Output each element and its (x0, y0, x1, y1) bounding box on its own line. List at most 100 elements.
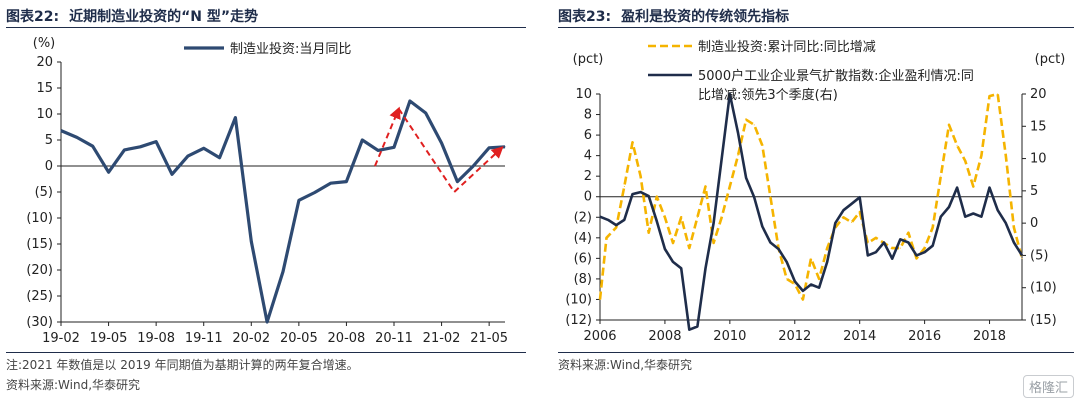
left-annotation-arrow (374, 106, 401, 167)
left-x-tick-label: 21-05 (470, 331, 508, 346)
right-data-point (867, 254, 869, 256)
right-data-point (859, 211, 861, 213)
right-data-point (802, 290, 804, 292)
left-series-line (60, 99, 506, 324)
right-legend-label-navy-cont: 比增减:领先3个季度(右) (698, 87, 838, 103)
left-line-chart: 20 15 10 5 0 (5) (10) (15) (20) (25) (30) (%) 19-02 1… (26, 36, 508, 346)
right-data-point (989, 187, 991, 189)
right-data-point (721, 158, 723, 160)
left-data-point (488, 147, 490, 149)
right-title-rule (558, 27, 1074, 28)
right-data-point (599, 298, 601, 300)
right-data-point (989, 95, 991, 97)
left-annotation-line (397, 108, 456, 193)
right-data-point (664, 248, 666, 250)
right-data-point (721, 216, 723, 218)
left-annotation-arrow (453, 146, 504, 193)
right-data-point (778, 248, 780, 250)
left-x-tick-label: 19-08 (137, 331, 175, 346)
right-data-point (899, 238, 901, 240)
right-x-tick-label: 2018 (973, 329, 1006, 344)
right-data-point (907, 232, 909, 234)
right-data-point (1013, 242, 1015, 244)
left-data-point (393, 146, 395, 148)
right-left-y-tick-label: (10) (565, 292, 592, 307)
left-data-point (187, 155, 189, 157)
right-data-point (688, 247, 690, 249)
left-data-point (60, 130, 62, 132)
left-data-point (171, 173, 173, 175)
right-data-point (842, 209, 844, 211)
right-data-point (956, 187, 958, 189)
right-data-point (875, 237, 877, 239)
right-data-point (916, 254, 917, 256)
right-data-point (664, 216, 666, 218)
right-data-point (883, 242, 885, 244)
right-data-point (648, 195, 650, 197)
left-data-point (139, 146, 141, 148)
right-line-chart: 1086420(2)(4)(6)(8)(10)(12)20151050(5)(1… (565, 39, 1065, 344)
right-data-point (1021, 257, 1023, 259)
left-data-point (425, 112, 427, 114)
left-data-point (250, 240, 252, 242)
right-data-point (672, 242, 674, 244)
right-data-point (924, 251, 926, 253)
right-data-point (972, 212, 974, 214)
right-data-point (1021, 254, 1023, 256)
left-data-point (108, 171, 110, 173)
right-data-point (899, 247, 901, 249)
right-data-point (640, 175, 642, 177)
right-x-tick-label: 2014 (843, 329, 876, 344)
left-data-point (472, 165, 474, 167)
right-data-point (786, 261, 788, 263)
right-right-y-tick-label: (10) (1030, 281, 1057, 296)
left-y-tick-label: (25) (26, 289, 53, 304)
right-data-point (891, 258, 893, 260)
right-data-point (656, 220, 658, 222)
right-series-yellow-line (598, 92, 1024, 301)
right-note-rule (558, 352, 1074, 353)
left-data-point (409, 100, 411, 102)
right-data-point (631, 193, 633, 195)
left-data-point (92, 145, 94, 147)
left-data-point (123, 149, 125, 151)
right-data-point (729, 93, 731, 95)
left-source: 资料来源:Wind,华泰研究 (6, 378, 141, 392)
left-data-point (155, 141, 157, 143)
right-data-point (867, 242, 869, 244)
right-data-point (713, 222, 715, 224)
right-data-point (997, 93, 999, 95)
right-data-point (907, 242, 909, 244)
right-data-point (956, 144, 958, 146)
left-data-point (203, 147, 205, 149)
right-series-navy-line (599, 92, 1024, 331)
left-data-point (377, 149, 379, 151)
left-y-tick-label: (20) (26, 263, 53, 278)
right-data-point (599, 216, 601, 218)
right-data-point (615, 224, 617, 226)
right-x-tick-label: 2012 (778, 329, 811, 344)
left-x-tick-label: 20-05 (280, 331, 318, 346)
right-data-point (761, 144, 763, 146)
left-x-tick-label: 20-11 (375, 331, 413, 346)
right-figure-number: 图表23: (558, 9, 612, 25)
left-y-tick-label: 10 (36, 107, 53, 122)
right-right-y-tick-label: 15 (1030, 119, 1047, 134)
right-data-point (932, 245, 934, 247)
right-data-point (810, 257, 812, 259)
right-left-y-tick-label: 0 (584, 190, 592, 205)
left-y-unit: (%) (33, 36, 56, 51)
left-x-tick-label: 20-08 (328, 331, 366, 346)
left-data-point (456, 181, 458, 183)
left-data-point (441, 142, 443, 144)
right-data-point (648, 232, 650, 234)
left-y-tick-label: 0 (45, 159, 53, 174)
right-data-point (737, 132, 739, 134)
right-figure-caption: 盈利是投资的传统领先指标 (621, 9, 790, 25)
right-data-point (786, 278, 788, 280)
left-y-tick-label: (5) (35, 185, 53, 200)
right-data-point (810, 283, 812, 285)
left-title-rule (6, 27, 526, 28)
right-figure-title: 图表23: 盈利是投资的传统领先指标 (558, 6, 789, 26)
right-data-point (924, 247, 926, 249)
